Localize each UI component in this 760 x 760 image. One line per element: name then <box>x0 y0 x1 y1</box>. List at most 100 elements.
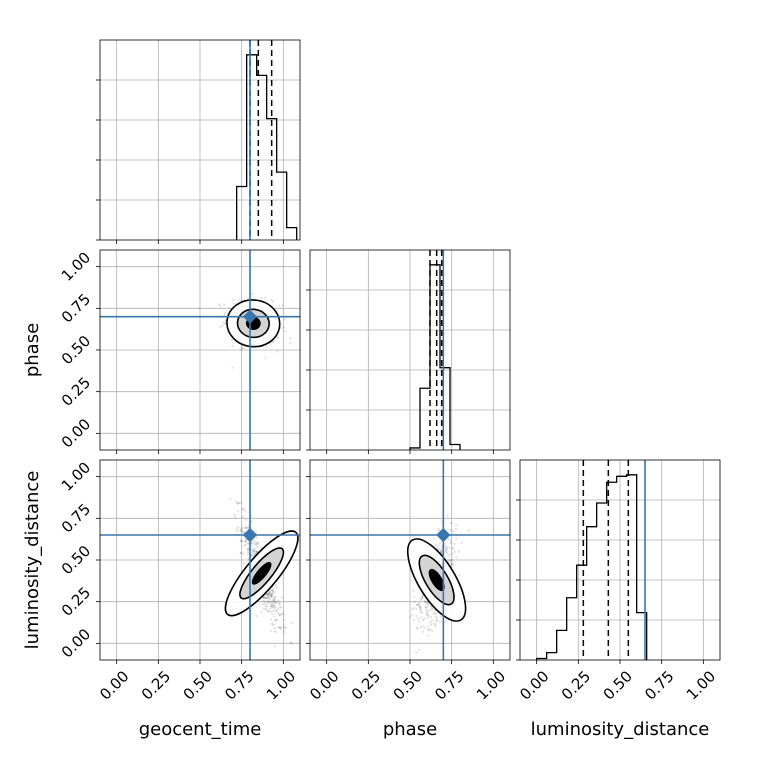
sample-point <box>273 623 276 626</box>
sample-point <box>246 526 250 529</box>
sample-point <box>421 619 424 622</box>
sample-point <box>431 630 434 633</box>
sample-point <box>242 531 246 534</box>
sample-point <box>265 609 269 612</box>
sample-point <box>283 626 286 629</box>
sample-point <box>426 613 429 617</box>
contour-panel-geocent-time-vs-phase: 0.00 0.25 0.50 0.75 1.00 <box>58 248 301 454</box>
sample-point <box>279 627 282 631</box>
x-tick-label: 0.00 <box>516 667 552 703</box>
sample-point <box>266 595 269 598</box>
sample-point <box>267 610 270 613</box>
sample-point <box>241 530 244 534</box>
contour-content <box>198 292 292 369</box>
sample-point <box>279 613 283 616</box>
sample-point <box>448 546 451 549</box>
sample-point <box>281 612 284 615</box>
sample-point <box>432 537 435 540</box>
sample-point <box>265 345 268 348</box>
sample-point <box>271 606 274 609</box>
panels-layer: 0.00 0.25 0.50 0.75 1.000.000.250.500.751.00… <box>58 39 721 704</box>
sample-point <box>279 626 282 629</box>
sample-point <box>260 297 263 300</box>
sample-point <box>440 550 443 553</box>
sample-point <box>415 614 418 618</box>
sample-point <box>270 596 274 599</box>
sample-point <box>449 560 453 563</box>
sample-point <box>403 661 405 663</box>
contour-panel-geocent-time-vs-luminosity-distance: 0.000.250.500.751.000.00 0.25 0.50 0.75 1.00 <box>58 458 301 704</box>
sample-point <box>438 620 441 623</box>
sample-point <box>242 552 245 555</box>
y-axis-label-luminosity-distance: luminosity_distance <box>22 471 43 650</box>
sample-point <box>274 600 277 603</box>
sample-point <box>420 616 423 619</box>
sample-point <box>275 609 278 613</box>
sample-point <box>268 601 271 604</box>
sample-point <box>242 346 245 350</box>
sample-point <box>460 541 463 544</box>
sample-point <box>434 615 437 618</box>
sample-point <box>280 596 284 599</box>
sample-point <box>265 604 268 608</box>
sample-point <box>455 537 458 540</box>
sample-point <box>270 588 273 592</box>
sample-point <box>273 605 276 608</box>
sample-point <box>444 545 447 548</box>
sample-point <box>270 594 273 597</box>
sample-point <box>271 589 274 593</box>
sample-point <box>435 543 438 546</box>
sample-point <box>279 614 282 617</box>
sample-point <box>437 529 441 532</box>
sample-point <box>259 546 262 549</box>
truth-marker <box>242 527 258 543</box>
sample-point <box>245 539 248 542</box>
sample-point <box>255 614 258 618</box>
sample-point <box>419 608 422 611</box>
sample-point <box>429 623 433 626</box>
sample-point <box>438 548 442 551</box>
sample-point <box>269 618 273 621</box>
sample-point <box>454 527 458 530</box>
x-tick-label: 0.00 <box>306 667 342 703</box>
sample-point <box>244 509 247 512</box>
sample-point <box>267 596 270 599</box>
sample-point <box>435 616 439 619</box>
sample-point <box>423 599 426 603</box>
sample-point <box>426 602 429 605</box>
sample-point <box>452 563 455 566</box>
sample-point <box>253 549 256 553</box>
sample-point <box>273 596 276 599</box>
sample-point <box>419 605 422 609</box>
sample-point <box>250 292 253 296</box>
x-tick-label: 0.50 <box>390 667 426 703</box>
sample-point <box>271 623 274 626</box>
sample-point <box>255 550 258 553</box>
sample-point <box>276 336 279 339</box>
sample-point <box>446 514 449 517</box>
x-tick-label: 0.75 <box>641 667 677 703</box>
sample-point <box>272 599 276 602</box>
sample-point <box>290 621 293 624</box>
sample-point <box>289 640 292 644</box>
sample-point <box>268 596 271 599</box>
sample-point <box>423 626 426 629</box>
sample-point <box>268 591 271 594</box>
sample-point <box>452 530 455 533</box>
sample-point <box>274 601 277 604</box>
sample-point <box>408 615 412 619</box>
sample-point <box>247 546 250 550</box>
sample-point <box>417 604 421 607</box>
sample-point <box>440 548 443 551</box>
sample-point <box>262 596 265 599</box>
sample-point <box>411 608 414 611</box>
sample-point <box>241 526 244 530</box>
sample-point <box>429 621 432 624</box>
sample-point <box>251 542 254 545</box>
sample-point <box>416 627 420 630</box>
sample-point <box>424 600 427 603</box>
x-axis-label-geocent-time: geocent_time <box>139 719 262 740</box>
sample-point <box>241 508 244 511</box>
histogram-panel-geocent-time <box>96 39 301 244</box>
sample-point <box>283 318 286 321</box>
